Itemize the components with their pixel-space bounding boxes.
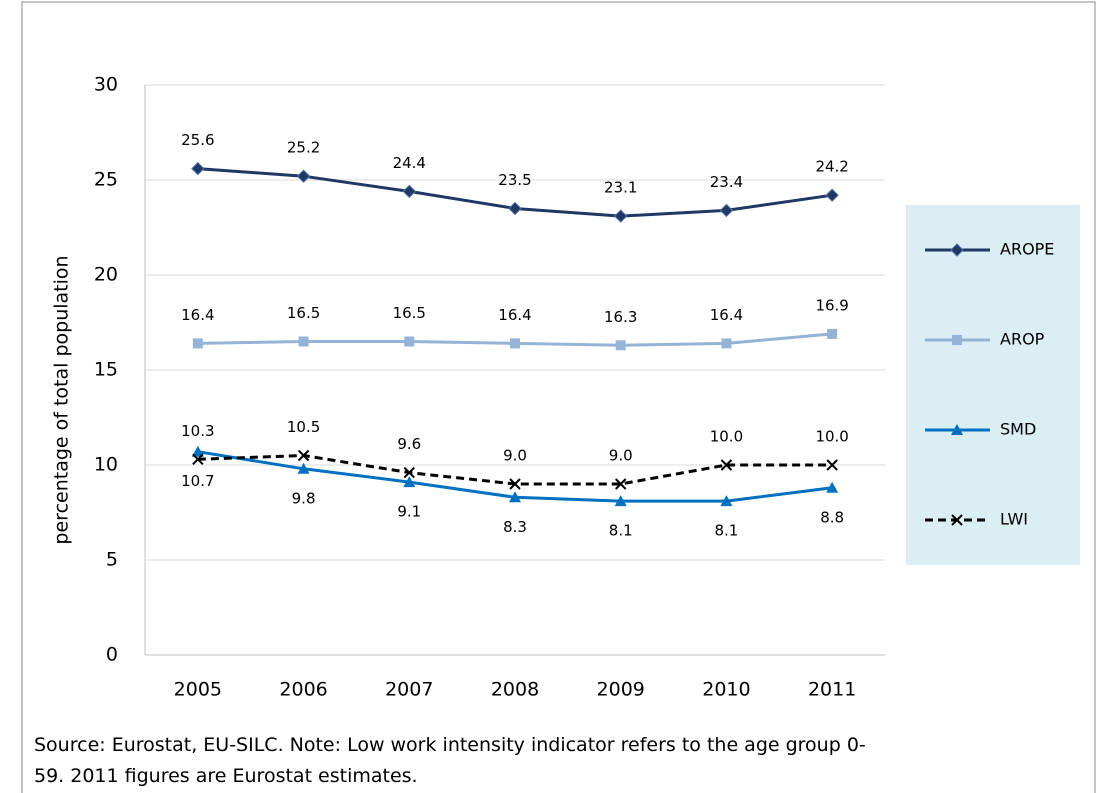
marker (297, 449, 310, 462)
data-label: 16.4 (181, 306, 214, 324)
marker (614, 495, 627, 507)
marker (402, 184, 416, 199)
marker (298, 336, 309, 347)
marker (826, 481, 839, 493)
data-label: 23.5 (498, 171, 531, 189)
marker (719, 203, 734, 218)
data-label: 8.3 (503, 518, 527, 536)
data-label: 9.1 (397, 503, 421, 521)
data-label: 10.7 (181, 472, 214, 490)
data-label: 16.3 (604, 308, 637, 326)
legend-label: LWI (1000, 510, 1028, 529)
legend-label: AROP (1000, 330, 1045, 349)
marker (191, 161, 205, 176)
data-label: 8.8 (820, 508, 844, 526)
marker (509, 491, 521, 503)
x-tick-label: 2007 (385, 679, 433, 701)
marker (615, 478, 627, 490)
marker (952, 335, 962, 345)
x-tick-label: 2005 (174, 679, 222, 701)
data-label: 23.4 (710, 173, 743, 191)
marker (615, 340, 626, 351)
x-tick-label: 2008 (491, 679, 539, 701)
data-label: 25.2 (287, 139, 320, 157)
x-tick-label: 2006 (279, 679, 327, 701)
y-axis-label: percentage of total population (51, 255, 73, 544)
y-tick-label: 5 (106, 549, 118, 571)
marker (614, 209, 628, 223)
marker (296, 169, 311, 183)
marker (509, 478, 521, 490)
y-tick-label: 10 (94, 454, 118, 476)
x-tick-label: 2010 (702, 679, 750, 701)
marker (510, 338, 520, 349)
note: Source: Eurostat, EU-SILC. Note: Low wor… (34, 734, 866, 787)
data-label: 25.6 (181, 131, 214, 149)
legend-label: AROPE (1000, 240, 1054, 259)
data-label: 8.1 (609, 522, 633, 540)
marker (192, 338, 203, 349)
data-label: 9.8 (292, 489, 316, 507)
data-label: 16.9 (815, 296, 848, 314)
legend-box (906, 205, 1080, 565)
marker (951, 514, 963, 526)
data-label: 10.0 (710, 428, 743, 446)
marker (951, 424, 963, 435)
marker (403, 466, 415, 479)
marker (404, 336, 415, 347)
data-label: 16.5 (393, 304, 426, 322)
x-tick-label: 2011 (808, 679, 856, 701)
x-tick-label: 2009 (597, 679, 645, 701)
data-label: 16.4 (710, 306, 743, 324)
marker (827, 328, 838, 339)
data-label: 10.5 (287, 418, 320, 436)
data-label: 23.1 (604, 179, 637, 197)
data-label: 10.3 (181, 422, 214, 440)
data-label: 9.6 (397, 435, 421, 453)
data-label: 9.0 (503, 447, 527, 465)
y-tick-label: 0 (106, 644, 118, 666)
data-label: 9.0 (609, 447, 633, 465)
y-tick-label: 20 (94, 264, 118, 286)
marker (950, 243, 964, 257)
marker (191, 445, 204, 457)
data-label: 16.5 (287, 304, 320, 322)
y-tick-label: 15 (94, 359, 118, 381)
y-tick-label: 25 (94, 169, 118, 191)
data-label: 8.1 (714, 522, 738, 540)
marker (192, 453, 204, 466)
marker (297, 462, 310, 474)
marker (826, 459, 838, 471)
marker (721, 338, 732, 349)
data-label: 16.4 (498, 306, 531, 324)
marker (508, 201, 522, 216)
data-label: 24.4 (393, 154, 426, 172)
marker (720, 459, 733, 471)
frame (21, 1, 1096, 793)
data-label: 10.0 (815, 428, 848, 446)
legend-label: SMD (1000, 420, 1036, 439)
marker (720, 495, 733, 507)
y-tick-label: 30 (94, 74, 118, 96)
marker (825, 188, 839, 202)
marker (403, 476, 416, 488)
data-label: 24.2 (815, 158, 848, 176)
